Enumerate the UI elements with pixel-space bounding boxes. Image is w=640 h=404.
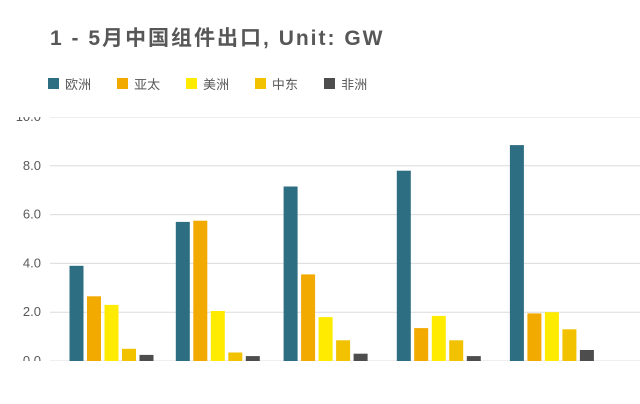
svg-text:2.0: 2.0 (23, 304, 41, 319)
svg-text:10.0: 10.0 (16, 117, 41, 124)
svg-text:4.0: 4.0 (23, 255, 41, 270)
svg-text:0.0: 0.0 (23, 353, 41, 361)
svg-text:6.0: 6.0 (23, 207, 41, 222)
svg-text:8.0: 8.0 (23, 158, 41, 173)
